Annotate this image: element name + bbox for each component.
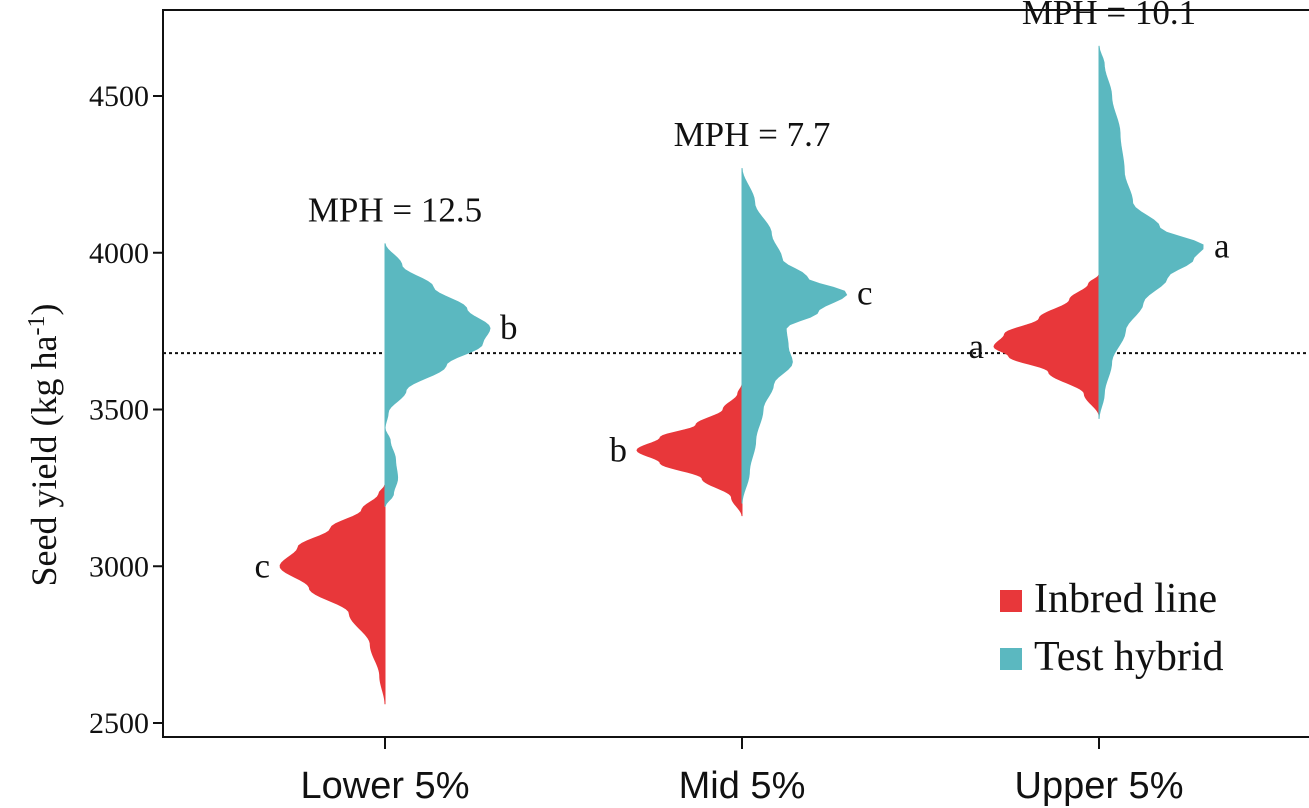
letter-inbred-line-lower-5pct: c <box>254 546 270 585</box>
x-tick-label-upper-5pct: Upper 5% <box>1015 765 1184 807</box>
legend-label-test-hybrid: Test hybrid <box>1034 634 1224 680</box>
legend-label-inbred-line: Inbred line <box>1034 576 1217 622</box>
violin-layer <box>279 45 1204 705</box>
mph-label-upper-5pct: MPH = 10.1 <box>1022 0 1196 32</box>
x-tick-label-lower-5pct: Lower 5% <box>301 765 470 807</box>
legend-swatch-inbred-line <box>1000 590 1022 612</box>
y-tick-label-4500: 4500 <box>89 80 149 113</box>
y-tick-label-3500: 3500 <box>89 394 149 427</box>
mph-label-mid-5pct: MPH = 7.7 <box>674 115 831 154</box>
x-tick-label-mid-5pct: Mid 5% <box>679 765 806 807</box>
violin-test-hybrid-upper-5pct <box>1098 45 1204 419</box>
violin-inbred-line-lower-5pct <box>279 484 386 705</box>
annotation-labels: c b a b MPH = 12.5 c MPH = 7.7 a MPH = 10.1 <box>254 0 1230 585</box>
violin-inbred-line-upper-5pct <box>993 274 1100 416</box>
violin-test-hybrid-mid-5pct <box>741 168 848 504</box>
y-axis-ticks: 2500 3000 3500 4000 4500 <box>89 80 163 740</box>
plot-frame <box>162 9 1309 738</box>
letter-test-hybrid-mid-5pct: c <box>857 274 873 313</box>
violin-test-hybrid-lower-5pct <box>384 243 491 507</box>
letter-inbred-line-mid-5pct: b <box>610 430 628 469</box>
letter-inbred-line-upper-5pct: a <box>968 327 984 366</box>
letter-test-hybrid-upper-5pct: a <box>1214 226 1230 265</box>
mph-label-lower-5pct: MPH = 12.5 <box>308 190 482 229</box>
y-tick-label-3000: 3000 <box>89 550 149 583</box>
x-axis-ticks: Lower 5% Mid 5% Upper 5% <box>301 737 1184 807</box>
y-tick-label-2500: 2500 <box>89 707 149 740</box>
violin-inbred-line-mid-5pct <box>636 384 743 517</box>
y-tick-label-4000: 4000 <box>89 237 149 270</box>
axes-layer <box>162 9 1309 738</box>
legend-swatch-test-hybrid <box>1000 648 1022 670</box>
letter-test-hybrid-lower-5pct: b <box>500 308 518 347</box>
legend: Inbred line Test hybrid <box>1000 576 1224 680</box>
y-axis-label: Seed yield (kg ha-1) <box>24 304 64 587</box>
